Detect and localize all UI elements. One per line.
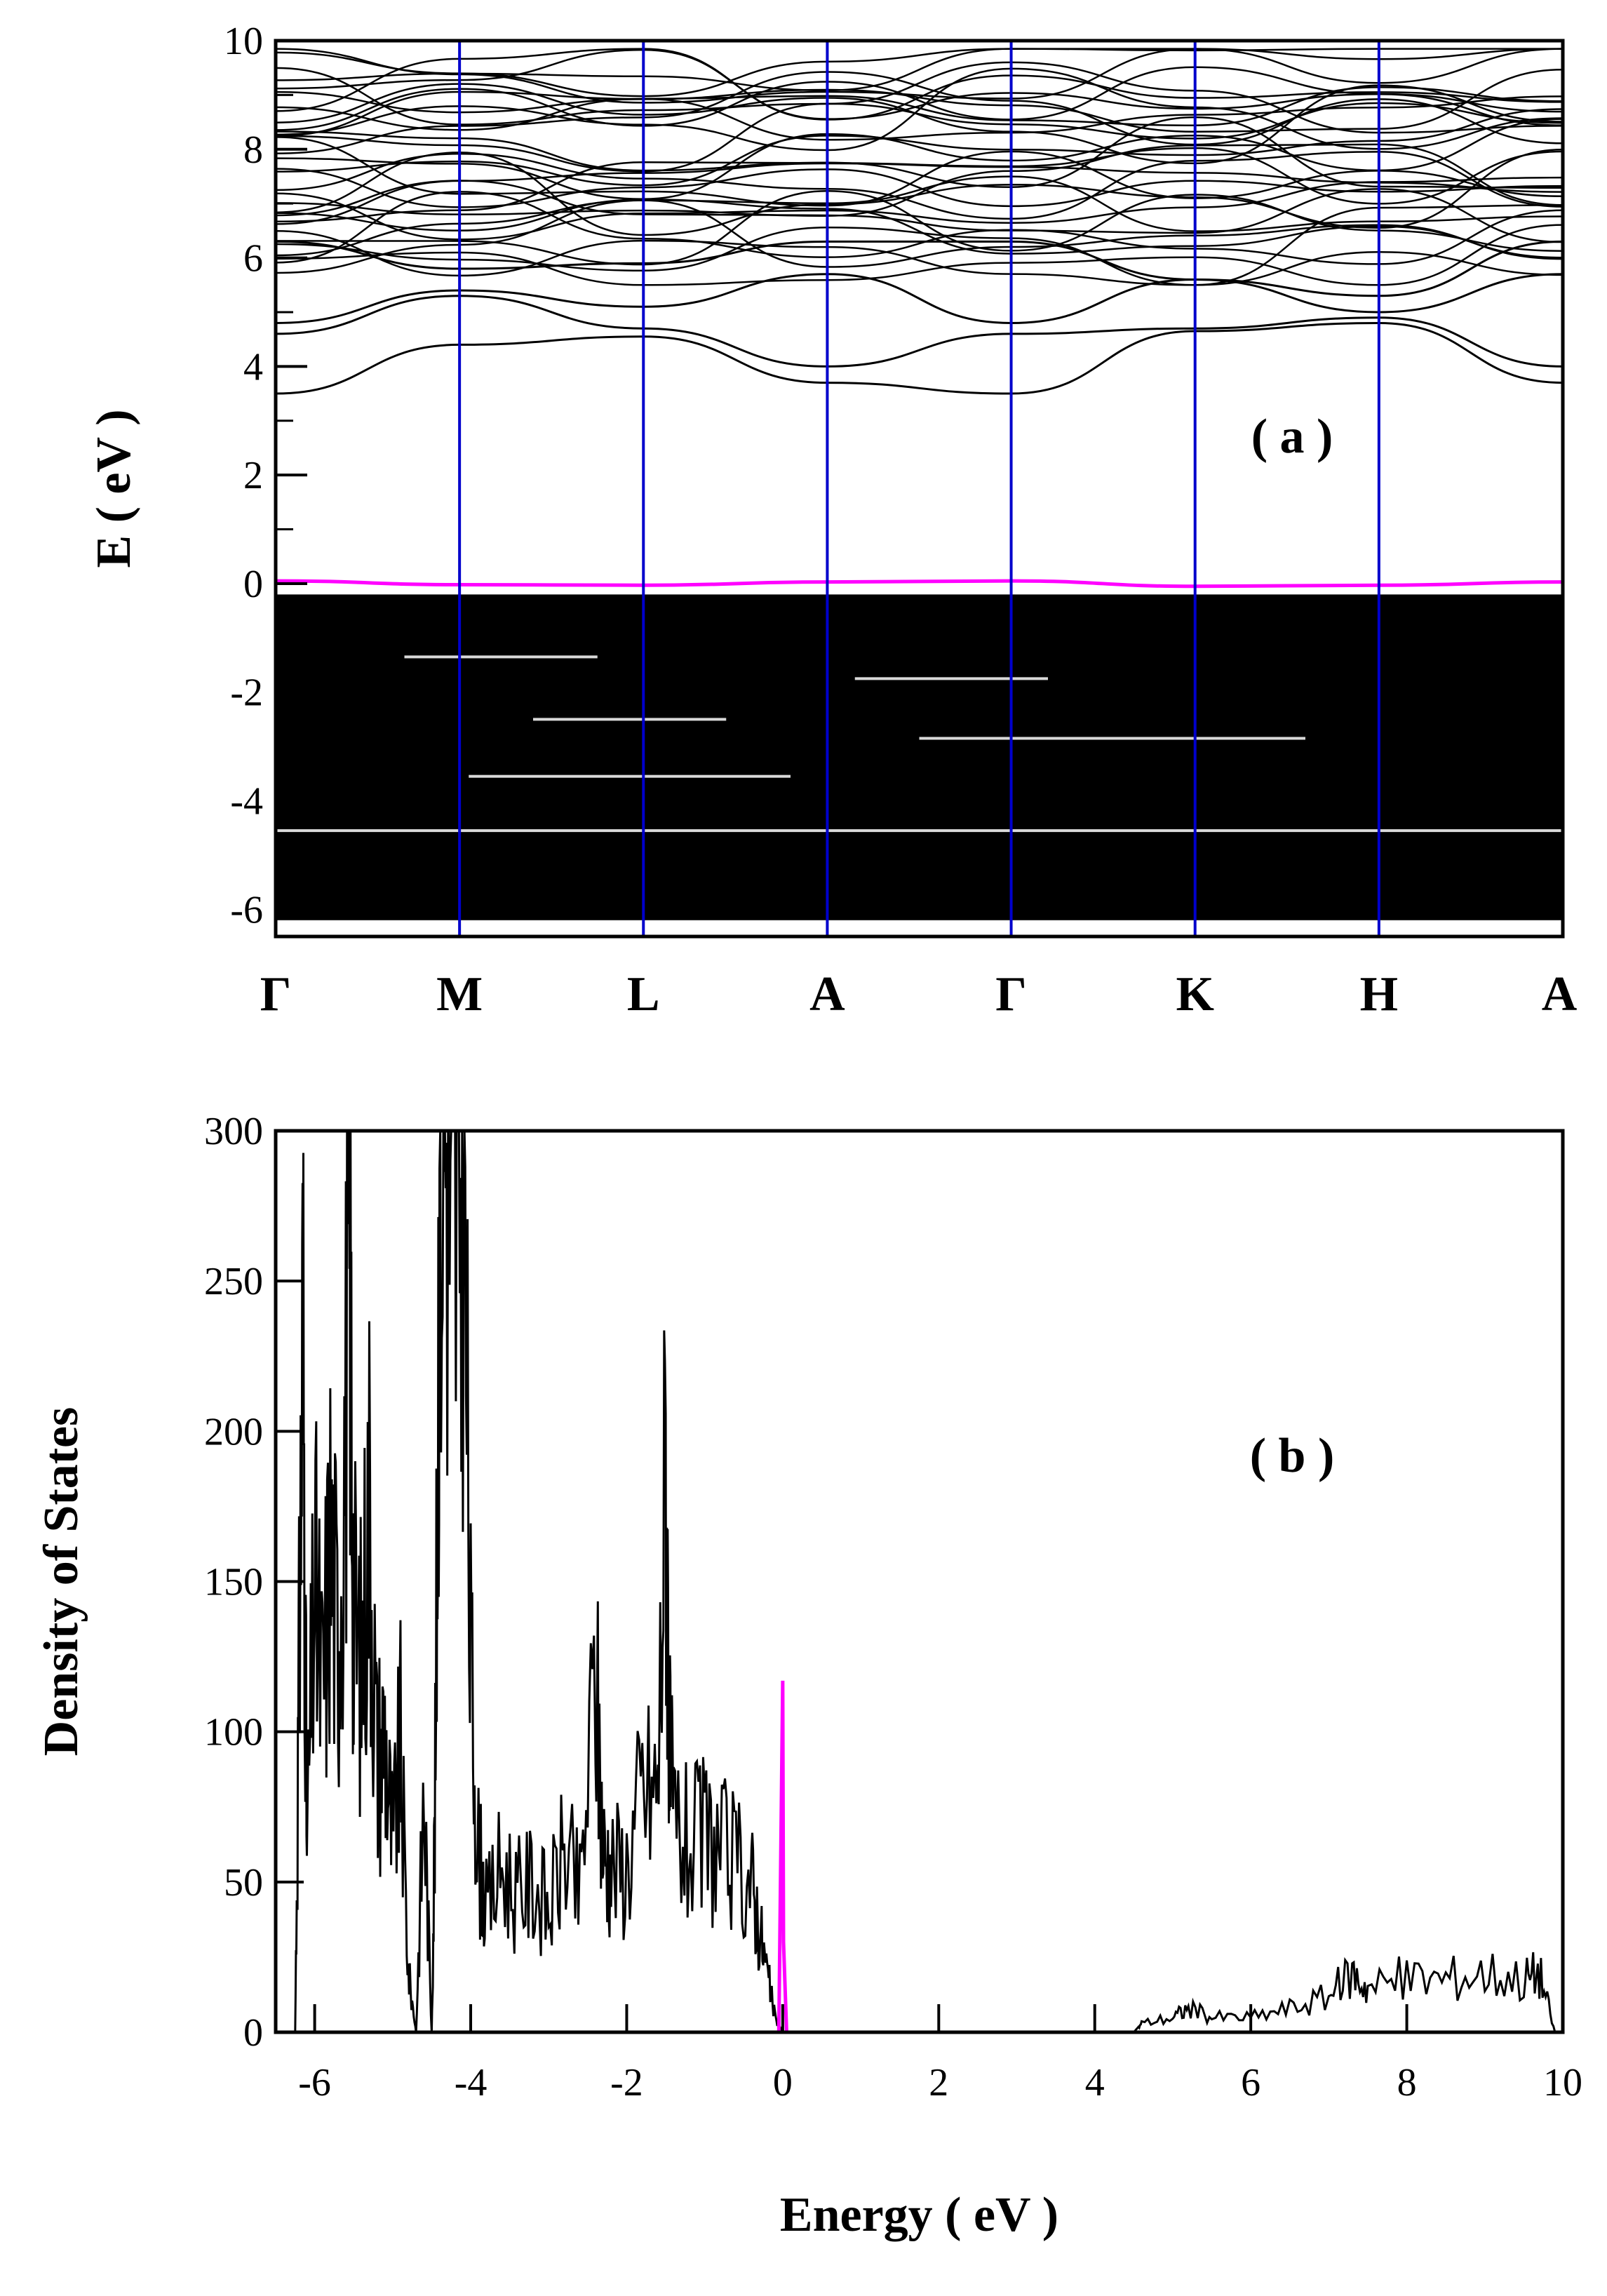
- band-y-tick-label: 4: [243, 345, 263, 389]
- dos-x-tick-label: -2: [610, 2061, 643, 2104]
- dos-y-tick-label: 250: [204, 1260, 263, 1303]
- band-upper-conduction: [275, 224, 1564, 286]
- dos-y-tick-label: 50: [224, 1861, 263, 1905]
- kpoint-label: L: [627, 967, 660, 1021]
- band-upper-conduction: [275, 48, 1564, 126]
- band-upper-conduction: [275, 108, 1564, 187]
- band-curves: [275, 48, 1564, 589]
- band-upper-conduction: [275, 71, 1564, 155]
- band-conduction-band-4: [275, 240, 1564, 297]
- band-upper-conduction: [275, 143, 1564, 217]
- band-y-tick-label: 0: [243, 563, 263, 606]
- band-upper-conduction: [275, 226, 1564, 286]
- dos-x-tick-label: -4: [455, 2061, 488, 2104]
- dos-x-tick-label: 4: [1085, 2061, 1105, 2104]
- band-y-tick-label: 8: [243, 128, 263, 172]
- band-y-ticks: -6 -4 -2 0 2 4 6 8 10: [224, 20, 307, 932]
- dos-y-tick-label: 300: [204, 1110, 263, 1153]
- dos-x-axis-title: Energy ( eV ): [780, 2188, 1058, 2242]
- valence-band-block: [276, 594, 1563, 920]
- dos-curve-valence-top: [776, 1680, 788, 2033]
- band-valence-band-maximum: [275, 579, 1564, 589]
- band-y-tick-label: -4: [230, 780, 263, 824]
- dos-x-tick-label: 6: [1241, 2061, 1260, 2104]
- dos-y-tick-label: 0: [243, 2011, 263, 2055]
- band-upper-conduction: [275, 176, 1564, 241]
- band-conduction-band-3: [275, 273, 1564, 324]
- band-upper-conduction: [275, 151, 1564, 220]
- kpoint-label: H: [1360, 967, 1398, 1021]
- band-y-tick-label: -2: [230, 671, 263, 715]
- band-upper-conduction: [275, 191, 1564, 265]
- kpoint-label: M: [436, 967, 483, 1021]
- band-y-tick-label: 2: [243, 454, 263, 497]
- band-upper-conduction: [275, 175, 1564, 257]
- band-y-axis-title: E ( eV ): [87, 409, 141, 568]
- dos-panel: -6 -4 -2 0 2 4 6 8 10 0 50 100 150 200 250 300 Energy …: [34, 1110, 1582, 2242]
- band-upper-conduction: [275, 204, 1564, 286]
- kpoint-label: A: [809, 967, 845, 1021]
- band-upper-conduction: [275, 147, 1564, 223]
- band-upper-conduction: [275, 180, 1564, 243]
- dos-x-ticks: -6 -4 -2 0 2 4 6 8 10: [298, 2004, 1582, 2104]
- dos-curve-total: [294, 1129, 1563, 2034]
- band-upper-conduction: [275, 48, 1564, 104]
- dos-x-tick-label: 8: [1397, 2061, 1417, 2104]
- dos-y-ticks: 0 50 100 150 200 250 300: [204, 1110, 304, 2055]
- kpoint-label: Γ: [995, 967, 1027, 1021]
- band-upper-conduction: [275, 48, 1564, 121]
- dos-x-tick-label: 0: [773, 2061, 793, 2104]
- valence-gap-streak: [276, 829, 1563, 833]
- band-upper-conduction: [275, 116, 1564, 189]
- band-y-tick-label: 6: [243, 237, 263, 281]
- dos-y-tick-label: 200: [204, 1410, 263, 1454]
- band-structure-panel: -6 -4 -2 0 2 4 6 8 10 Γ M L A Γ K H A E ( eV ) ( a ): [87, 20, 1578, 1021]
- valence-gap-streak: [404, 655, 598, 659]
- panel-label-a: ( a ): [1251, 410, 1333, 464]
- dos-x-tick-label: -6: [298, 2061, 331, 2104]
- valence-band-fill: [276, 594, 1563, 920]
- dos-curves: [294, 1129, 1563, 2034]
- valence-gap-streak: [854, 677, 1048, 680]
- dos-y-axis-title: Density of States: [34, 1407, 88, 1757]
- dos-y-tick-label: 100: [204, 1711, 263, 1754]
- dos-x-tick-label: 10: [1543, 2061, 1582, 2104]
- band-conduction-band-minimum: [275, 321, 1564, 395]
- valence-gap-streak: [469, 774, 791, 778]
- panel-label-b: ( b ): [1250, 1429, 1335, 1483]
- band-upper-conduction: [275, 199, 1564, 274]
- band-plot-frame: [274, 39, 1565, 939]
- valence-gap-streak: [919, 737, 1305, 740]
- band-upper-conduction: [275, 67, 1564, 152]
- dos-y-tick-label: 150: [204, 1561, 263, 1604]
- band-upper-conduction: [275, 168, 1564, 208]
- valence-gap-streak: [533, 718, 727, 721]
- band-upper-conduction: [275, 90, 1564, 141]
- band-upper-conduction: [275, 69, 1564, 133]
- kpoint-label: Γ: [260, 967, 292, 1021]
- band-y-tick-label: 10: [224, 20, 263, 63]
- band-y-tick-label: -6: [230, 888, 263, 932]
- kpoint-lines: [458, 41, 1380, 936]
- dos-x-tick-label: 2: [929, 2061, 948, 2104]
- band-upper-conduction: [275, 136, 1564, 207]
- kpoint-label: A: [1542, 967, 1578, 1021]
- band-upper-conduction: [275, 118, 1564, 200]
- band-upper-conduction: [275, 48, 1563, 92]
- kpoint-label: K: [1176, 967, 1213, 1021]
- band-conduction-band-2: [275, 295, 1564, 368]
